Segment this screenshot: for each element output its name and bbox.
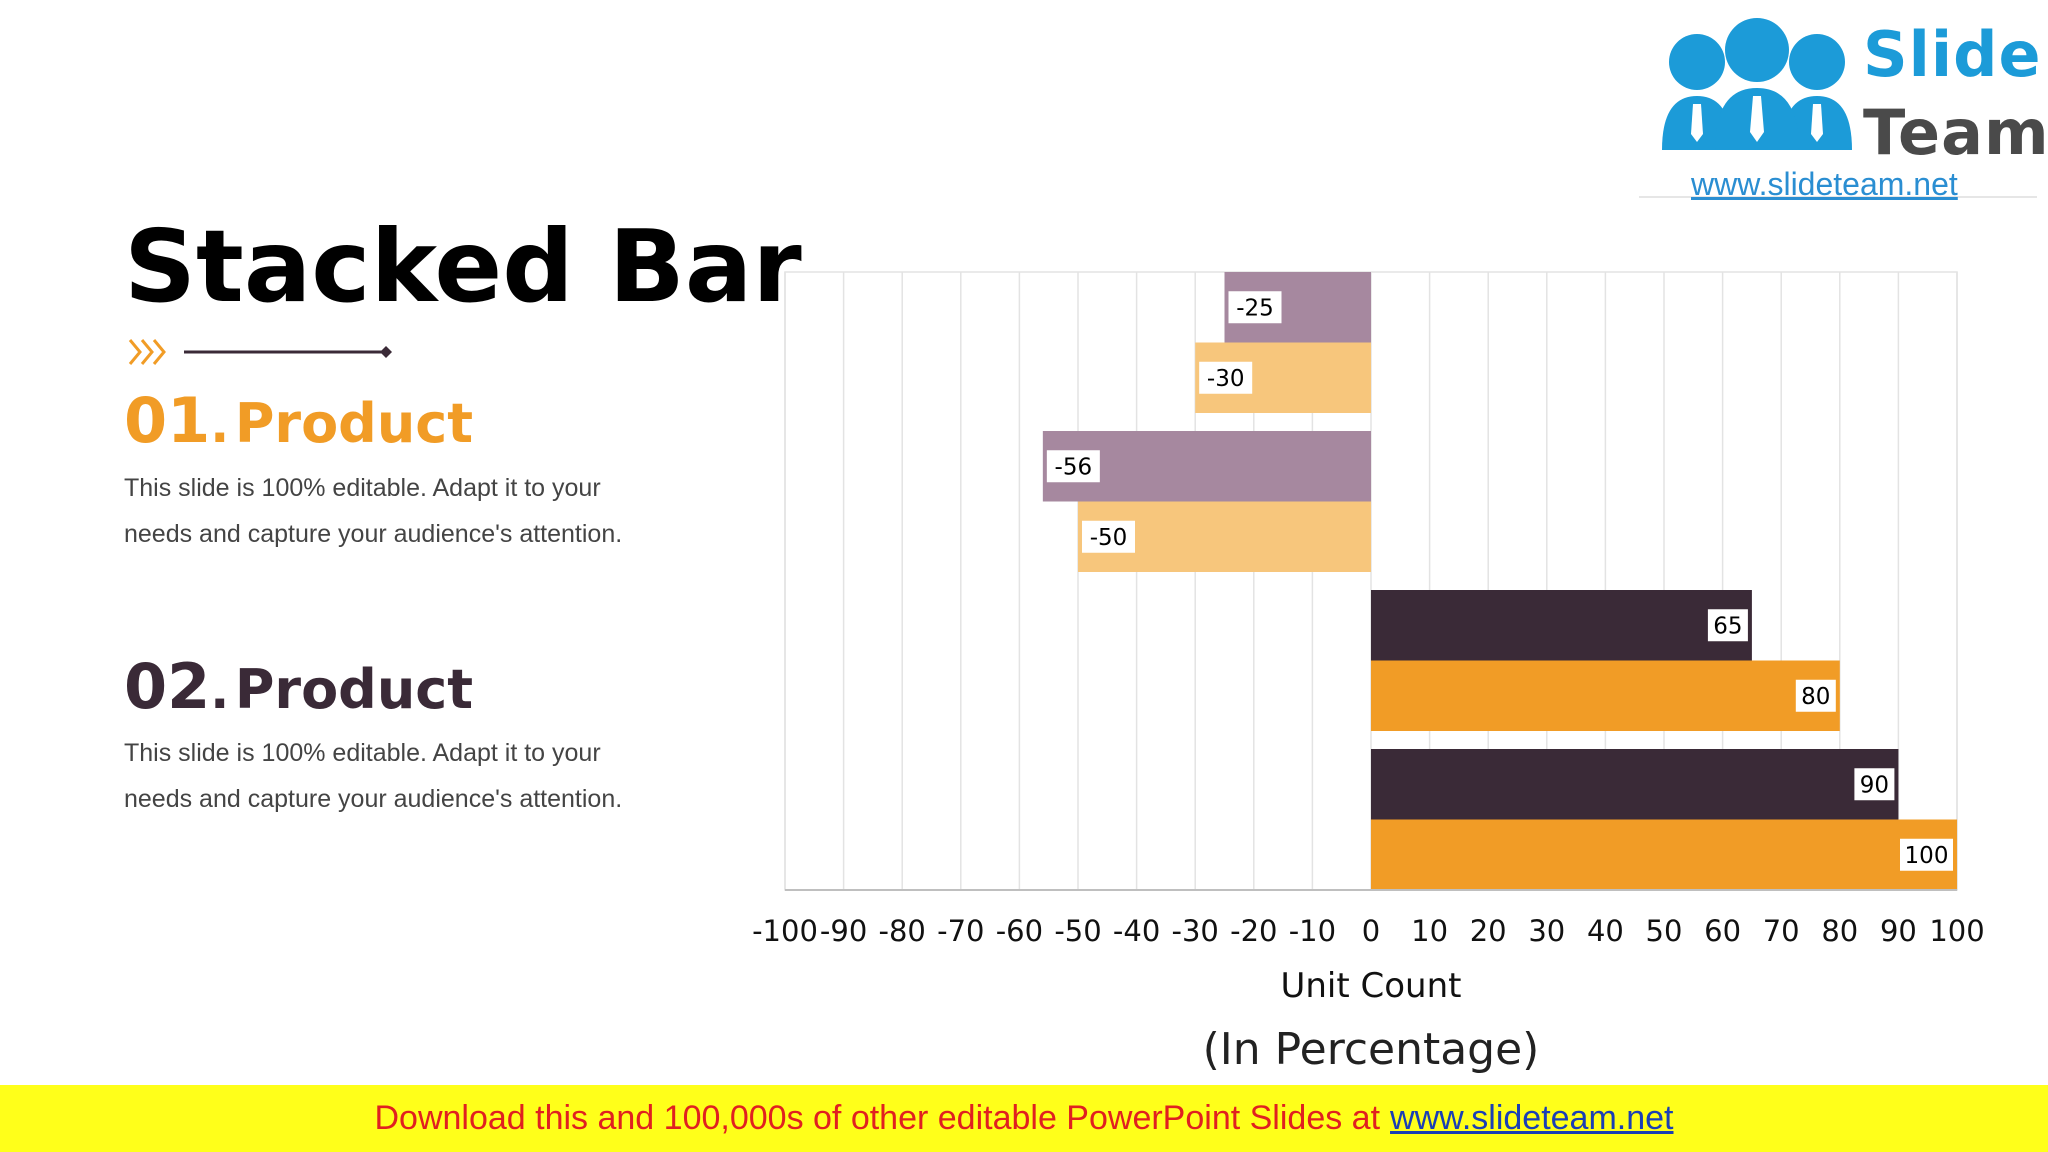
data-label-3: -50: [1090, 525, 1128, 551]
x-tick-label-10: 0: [1362, 914, 1380, 948]
bar-6: [1371, 749, 1899, 820]
product-1-name: Product: [234, 392, 474, 455]
slideteam-logo[interactable]: Slide Team www.slideteam.net: [1639, 2, 2048, 202]
product-2-heading: 02. Product: [124, 656, 473, 718]
people-logo-icon: [1662, 18, 1852, 150]
data-label-4: 65: [1713, 613, 1742, 639]
x-tick-label-6: -40: [1113, 914, 1160, 948]
x-tick-label-3: -70: [937, 914, 984, 948]
data-label-bg-6: [1854, 768, 1895, 801]
data-label-bg-2: [1046, 450, 1100, 483]
page-title: Stacked Bar: [124, 208, 802, 325]
title-divider-arrow-icon: [128, 339, 392, 365]
x-tick-label-9: -10: [1289, 914, 1336, 948]
data-label-bg-4: [1707, 609, 1748, 642]
data-label-5: 80: [1801, 684, 1830, 710]
data-label-1: -30: [1207, 366, 1245, 392]
x-tick-label-8: -20: [1230, 914, 1277, 948]
x-tick-label-0: -100: [752, 914, 818, 948]
x-tick-label-20: 100: [1929, 914, 1984, 948]
x-tick-label-17: 70: [1763, 914, 1800, 948]
x-tick-label-5: -50: [1054, 914, 1101, 948]
data-label-bg-0: [1228, 291, 1282, 324]
data-label-bg-3: [1082, 520, 1135, 553]
x-axis-sublabel: (In Percentage): [1203, 1024, 1540, 1075]
bar-4: [1371, 590, 1752, 661]
data-label-bg-1: [1199, 361, 1253, 394]
bar-5: [1371, 660, 1840, 731]
x-tick-label-4: -60: [996, 914, 1043, 948]
x-tick-label-11: 10: [1411, 914, 1448, 948]
data-label-2: -56: [1055, 454, 1093, 480]
x-tick-label-18: 80: [1821, 914, 1858, 948]
product-2-description: This slide is 100% editable. Adapt it to…: [124, 739, 623, 813]
data-label-0: -25: [1236, 295, 1274, 321]
data-label-6: 90: [1860, 772, 1889, 798]
x-tick-label-16: 60: [1704, 914, 1741, 948]
data-label-bg-5: [1795, 679, 1836, 712]
product-1-dot: .: [210, 396, 230, 454]
logo-text-slide: Slide: [1863, 18, 2042, 91]
x-tick-label-12: 20: [1470, 914, 1507, 948]
product-2-number: 02: [124, 650, 211, 723]
x-tick-label-13: 30: [1528, 914, 1565, 948]
product-2-dot: .: [210, 662, 230, 720]
data-label-7: 100: [1905, 843, 1949, 869]
data-label-bg-7: [1900, 838, 1953, 871]
product-1-heading: 01. Product: [124, 390, 473, 452]
x-tick-label-14: 40: [1587, 914, 1624, 948]
product-1-number: 01: [124, 384, 211, 457]
x-axis-label: Unit Count: [1281, 966, 1462, 1006]
logo-text-team: Team: [1863, 96, 2048, 169]
bar-7: [1371, 819, 1957, 890]
product-2-name: Product: [234, 658, 474, 721]
x-tick-label-15: 50: [1646, 914, 1683, 948]
x-tick-label-19: 90: [1880, 914, 1917, 948]
x-tick-label-7: -30: [1172, 914, 1219, 948]
x-tick-label-2: -80: [879, 914, 926, 948]
product-1-description: This slide is 100% editable. Adapt it to…: [124, 474, 623, 548]
download-banner[interactable]: Download this and 100,000s of other edit…: [0, 1085, 2048, 1152]
banner-link[interactable]: www.slideteam.net: [1390, 1099, 1674, 1137]
logo-url-link[interactable]: www.slideteam.net: [1691, 166, 1958, 202]
x-tick-label-1: -90: [820, 914, 867, 948]
banner-text: Download this and 100,000s of other edit…: [374, 1099, 1381, 1137]
